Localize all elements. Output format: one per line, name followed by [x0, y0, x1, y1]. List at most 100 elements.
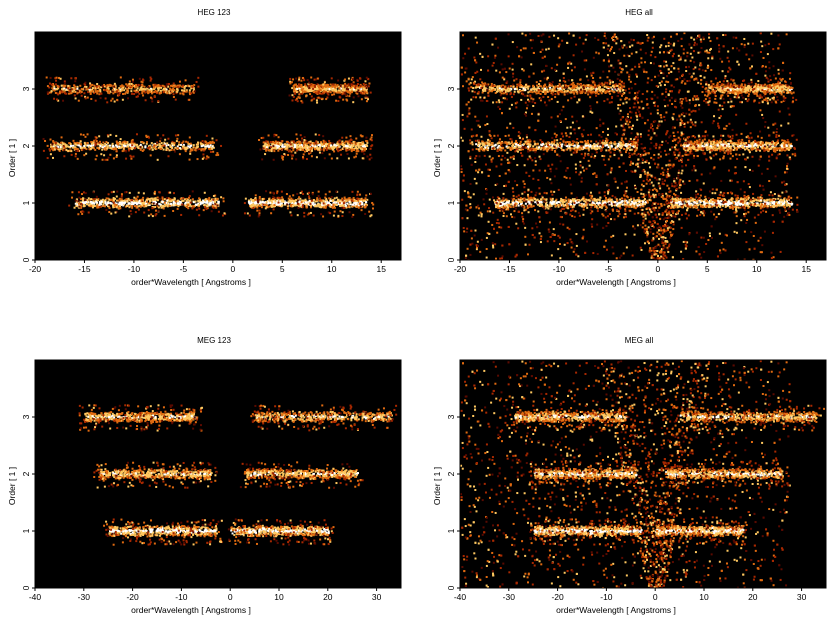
band-halo-pixel — [202, 141, 205, 144]
band-halo-pixel — [77, 202, 80, 205]
heatmap-noise-pixel — [719, 194, 722, 197]
heatmap-noise-pixel — [466, 217, 469, 220]
heatmap-noise-pixel — [607, 192, 610, 195]
band-pixel — [58, 92, 61, 95]
band-halo-pixel — [106, 158, 109, 161]
band-halo-pixel — [346, 153, 349, 156]
band-pixel — [68, 145, 71, 148]
band-pixel — [134, 197, 137, 200]
band-pixel — [331, 146, 334, 149]
band-pixel — [119, 88, 122, 91]
band-halo-pixel — [276, 190, 279, 193]
band-pixel — [91, 146, 94, 149]
band-pixel — [142, 87, 145, 90]
band-pixel — [335, 91, 338, 94]
band-halo-pixel — [360, 209, 363, 212]
band-pixel — [204, 198, 207, 201]
band-halo-pixel — [323, 157, 326, 160]
heatmap-noise-pixel — [607, 58, 610, 61]
band-halo-pixel — [191, 86, 194, 89]
band-pixel — [52, 83, 55, 86]
band-pixel — [338, 145, 341, 148]
heatmap-noise-pixel — [612, 234, 615, 237]
band-pixel — [169, 198, 172, 201]
band-halo-pixel — [158, 197, 161, 200]
band-pixel — [172, 202, 175, 205]
band-halo-pixel — [258, 195, 261, 198]
band-pixel — [188, 91, 191, 94]
heatmap-noise-pixel — [618, 48, 621, 51]
band-halo-pixel — [151, 207, 154, 210]
band-pixel — [65, 144, 68, 147]
band-pixel — [339, 87, 342, 90]
band-pixel — [107, 197, 110, 200]
band-pixel — [107, 144, 110, 147]
band-pixel — [348, 90, 351, 93]
band-pixel — [331, 85, 334, 88]
heatmap-noise-pixel — [649, 228, 652, 231]
heatmap-noise-pixel — [657, 156, 660, 159]
heatmap-noise-pixel — [743, 37, 746, 40]
band-pixel — [348, 199, 351, 202]
band-pixel — [72, 87, 75, 90]
band-pixel — [340, 205, 343, 208]
heatmap-noise-pixel — [696, 214, 699, 217]
band-pixel — [341, 147, 344, 150]
band-pixel — [90, 140, 93, 143]
band-pixel — [91, 198, 94, 201]
band-pixel — [294, 204, 297, 207]
band-pixel — [320, 141, 323, 144]
heatmap-noise-pixel — [550, 182, 553, 185]
heatmap-noise-pixel — [667, 94, 670, 97]
band-pixel — [114, 84, 117, 87]
band-halo-pixel — [55, 79, 58, 82]
band-pixel — [347, 197, 350, 200]
band-pixel — [53, 147, 56, 150]
heatmap-noise-pixel — [672, 52, 675, 55]
band-pixel — [53, 85, 56, 88]
band-pixel — [91, 87, 94, 90]
band-pixel — [353, 198, 356, 201]
band-pixel — [211, 145, 214, 148]
band-pixel — [277, 198, 280, 201]
heatmap-noise-pixel — [665, 133, 668, 136]
band-pixel — [272, 140, 275, 143]
heatmap-noise-pixel — [475, 134, 478, 137]
x-tick-label: -15 — [78, 264, 91, 274]
band-pixel — [287, 200, 290, 203]
band-pixel — [322, 88, 325, 91]
band-halo-pixel — [147, 214, 150, 217]
heatmap-noise-pixel — [684, 150, 687, 153]
heatmap-noise-pixel — [628, 98, 631, 101]
band-pixel — [76, 201, 79, 204]
band-halo-pixel — [121, 84, 124, 87]
band-pixel — [126, 84, 129, 87]
band-pixel — [121, 202, 124, 205]
band-halo-pixel — [187, 203, 190, 206]
band-pixel — [192, 205, 195, 208]
band-pixel — [188, 143, 191, 146]
band-halo-pixel — [260, 136, 263, 139]
band-pixel — [81, 147, 84, 150]
band-pixel — [79, 84, 82, 87]
band-pixel — [323, 203, 326, 206]
band-pixel — [56, 148, 59, 151]
band-halo-pixel — [336, 148, 339, 151]
band-halo-pixel — [217, 210, 220, 213]
band-pixel — [322, 85, 325, 88]
band-halo-pixel — [136, 95, 139, 98]
band-pixel — [252, 203, 255, 206]
x-tick-label: 15 — [376, 264, 386, 274]
band-halo-pixel — [298, 96, 301, 99]
band-pixel — [314, 148, 317, 151]
heatmap-noise-pixel — [610, 235, 613, 238]
band-pixel — [99, 145, 102, 148]
heatmap-noise-pixel — [699, 213, 702, 216]
band-halo-pixel — [343, 206, 346, 209]
heatmap-noise-pixel — [485, 115, 488, 118]
heatmap-noise-pixel — [688, 79, 691, 82]
heatmap-noise-pixel — [529, 39, 532, 42]
band-pixel — [102, 203, 105, 206]
band-pixel — [343, 141, 346, 144]
band-halo-pixel — [345, 136, 348, 139]
